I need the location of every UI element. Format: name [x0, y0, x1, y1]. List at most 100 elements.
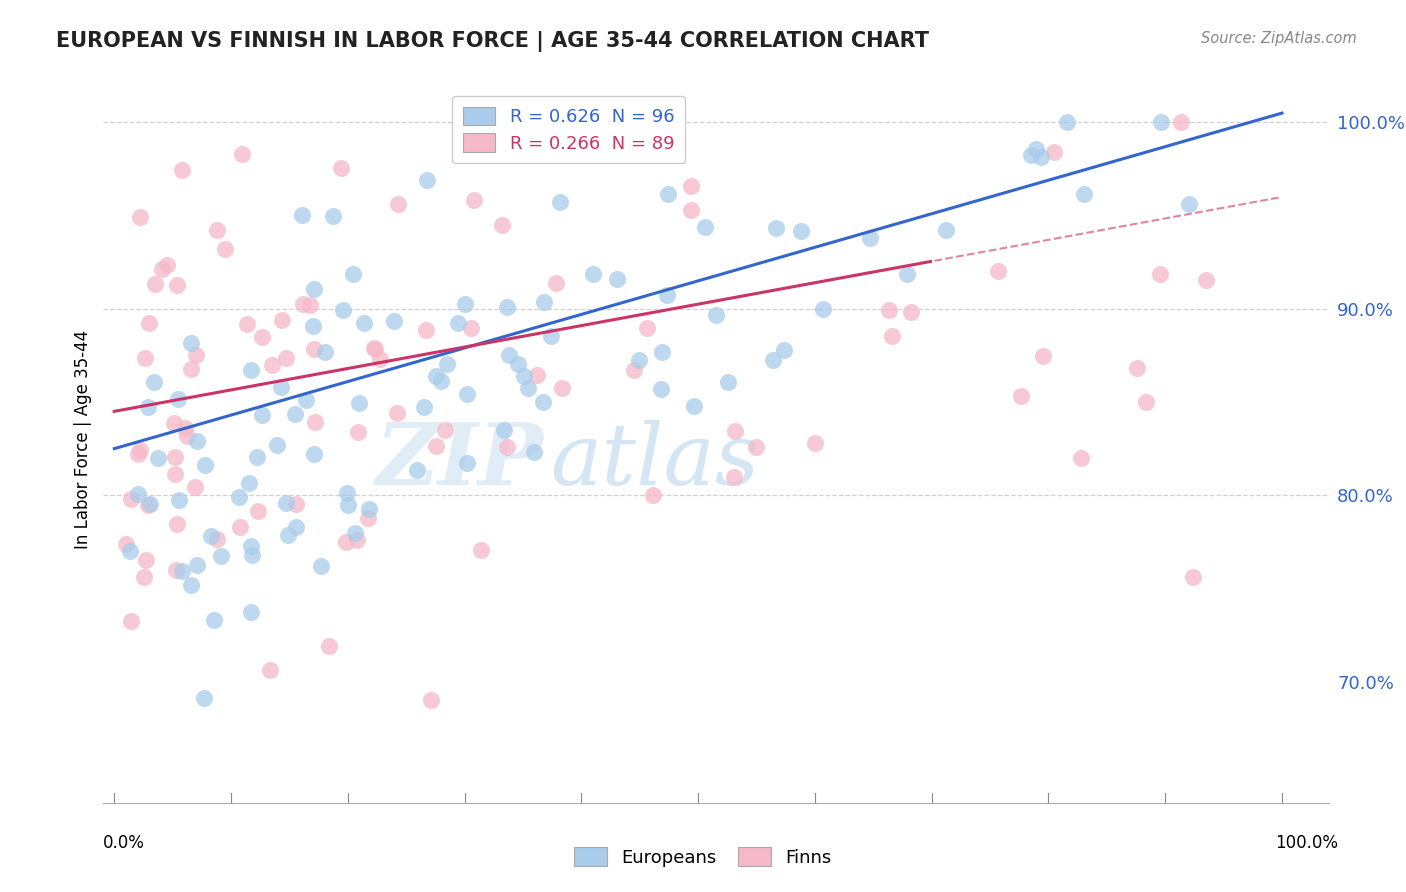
Point	[425, 439, 447, 453]
Point	[228, 490, 250, 504]
Point	[200, 528, 222, 542]
Point	[304, 415, 326, 429]
Point	[356, 510, 378, 524]
Point	[346, 533, 368, 547]
Text: 100.0%: 100.0%	[1275, 834, 1339, 852]
Point	[180, 578, 202, 592]
Point	[304, 343, 326, 357]
Point	[292, 297, 315, 311]
Point	[1125, 360, 1147, 375]
Point	[295, 392, 318, 407]
Point	[193, 691, 215, 706]
Point	[1032, 349, 1054, 363]
Point	[385, 406, 408, 420]
Point	[186, 558, 208, 572]
Point	[1150, 115, 1173, 129]
Point	[166, 517, 188, 532]
Point	[205, 532, 228, 546]
Point	[544, 276, 567, 290]
Point	[717, 375, 740, 389]
Point	[136, 401, 159, 415]
Point	[745, 440, 768, 454]
Point	[118, 544, 141, 558]
Point	[1056, 115, 1078, 129]
Point	[406, 462, 429, 476]
Point	[724, 424, 747, 438]
Point	[877, 303, 900, 318]
Point	[859, 231, 882, 245]
Point	[277, 528, 299, 542]
Point	[229, 520, 252, 534]
Point	[429, 374, 451, 388]
Point	[695, 219, 717, 234]
Point	[150, 261, 173, 276]
Point	[813, 301, 835, 316]
Point	[205, 223, 228, 237]
Point	[456, 456, 478, 470]
Point	[425, 369, 447, 384]
Point	[291, 208, 314, 222]
Point	[336, 498, 359, 512]
Point	[128, 442, 150, 457]
Point	[1195, 272, 1218, 286]
Point	[180, 336, 202, 351]
Point	[1177, 197, 1199, 211]
Point	[343, 526, 366, 541]
Point	[165, 563, 187, 577]
Point	[382, 314, 405, 328]
Point	[447, 317, 470, 331]
Point	[650, 382, 672, 396]
Point	[772, 343, 794, 358]
Point	[127, 447, 149, 461]
Point	[363, 342, 385, 356]
Point	[1070, 450, 1092, 465]
Point	[259, 663, 281, 677]
Point	[299, 298, 322, 312]
Point	[651, 345, 673, 359]
Point	[240, 606, 263, 620]
Point	[496, 440, 519, 454]
Point	[120, 492, 142, 507]
Point	[526, 368, 548, 382]
Point	[170, 564, 193, 578]
Point	[548, 195, 571, 210]
Point	[492, 423, 515, 437]
Point	[368, 351, 391, 366]
Point	[900, 305, 922, 319]
Point	[498, 348, 520, 362]
Point	[134, 570, 156, 584]
Point	[415, 323, 437, 337]
Point	[679, 202, 702, 217]
Point	[262, 358, 284, 372]
Point	[166, 392, 188, 406]
Point	[415, 172, 437, 186]
Point	[342, 267, 364, 281]
Point	[238, 475, 260, 490]
Point	[790, 224, 813, 238]
Point	[533, 294, 555, 309]
Point	[302, 319, 325, 334]
Point	[723, 470, 745, 484]
Point	[231, 146, 253, 161]
Point	[1043, 145, 1066, 159]
Point	[322, 209, 344, 223]
Point	[1029, 151, 1052, 165]
Point	[470, 543, 492, 558]
Legend: R = 0.626  N = 96, R = 0.266  N = 89: R = 0.626 N = 96, R = 0.266 N = 89	[451, 95, 685, 163]
Point	[170, 162, 193, 177]
Point	[512, 369, 534, 384]
Point	[582, 267, 605, 281]
Point	[683, 399, 706, 413]
Point	[623, 363, 645, 377]
Point	[127, 487, 149, 501]
Point	[146, 451, 169, 466]
Point	[517, 381, 540, 395]
Point	[120, 615, 142, 629]
Point	[134, 351, 156, 365]
Point	[284, 408, 307, 422]
Text: EUROPEAN VS FINNISH IN LABOR FORCE | AGE 35-44 CORRELATION CHART: EUROPEAN VS FINNISH IN LABOR FORCE | AGE…	[56, 31, 929, 53]
Point	[129, 210, 152, 224]
Y-axis label: In Labor Force | Age 35-44: In Labor Force | Age 35-44	[73, 330, 91, 549]
Point	[250, 409, 273, 423]
Point	[142, 375, 165, 389]
